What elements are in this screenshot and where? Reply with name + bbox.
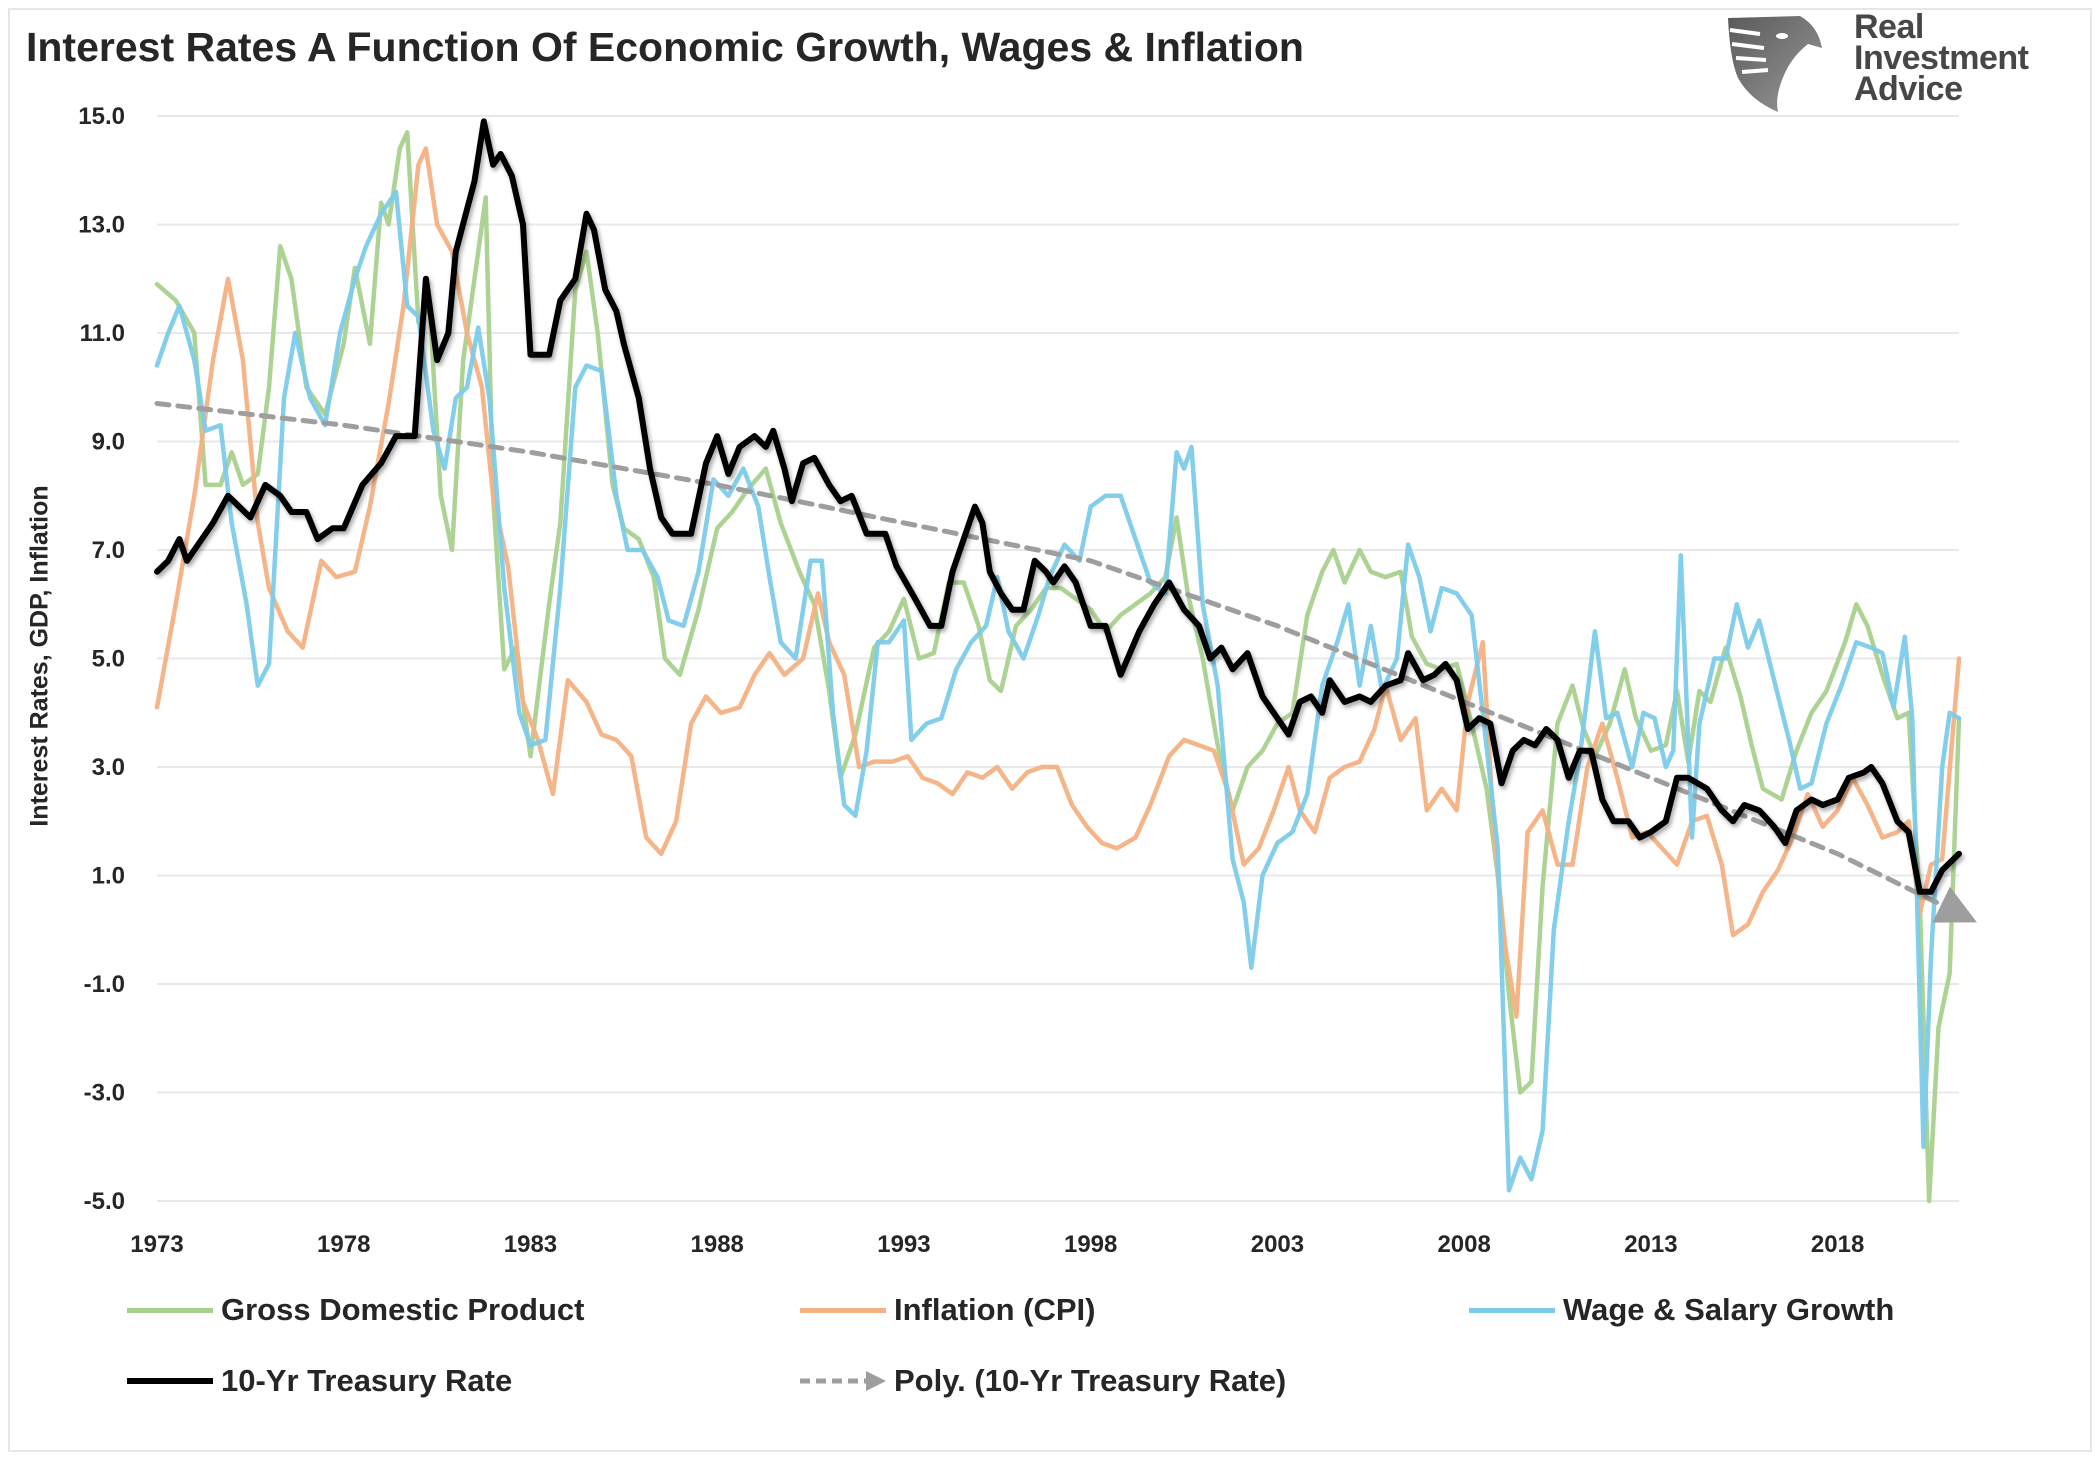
x-tick-labels: 1973 1978 1983 1988 1993 1998 2003 2008 2013 2018 xyxy=(130,1231,1864,1258)
series-line-wage-salary-growth xyxy=(154,189,1962,1193)
x-tick-label: 2003 xyxy=(1251,1231,1304,1258)
series-lines xyxy=(154,118,1977,1204)
gridlines xyxy=(157,115,1959,1202)
x-tick-label: 1993 xyxy=(877,1231,930,1258)
legend-item-cpi: Inflation (CPI) xyxy=(800,1292,1095,1328)
legend-item-poly-trend: Poly. (10-Yr Treasury Rate) xyxy=(800,1363,1286,1399)
chart-title: Interest Rates A Function Of Economic Gr… xyxy=(26,24,1304,70)
legend-label-wage: Wage & Salary Growth xyxy=(1563,1292,1895,1327)
logo-text: Real Investment Advice xyxy=(1854,8,2029,108)
legend-label-cpi: Inflation (CPI) xyxy=(894,1292,1096,1327)
x-tick-label: 1978 xyxy=(317,1231,370,1258)
x-tick-label: 1983 xyxy=(504,1231,557,1258)
y-tick-label: 3.0 xyxy=(92,754,125,781)
x-tick-label: 2008 xyxy=(1437,1231,1490,1258)
x-tick-label: 2013 xyxy=(1624,1231,1677,1258)
y-tick-label: 15.0 xyxy=(78,103,125,130)
y-tick-label: -1.0 xyxy=(84,971,125,998)
x-tick-label: 1998 xyxy=(1064,1231,1117,1258)
chart-frame xyxy=(8,8,2092,1452)
legend-label-gdp: Gross Domestic Product xyxy=(221,1292,585,1327)
y-tick-label: 1.0 xyxy=(92,863,125,890)
x-tick-label: 1988 xyxy=(691,1231,744,1258)
logo-line-1: Real xyxy=(1854,8,1924,46)
y-tick-label: -3.0 xyxy=(84,1080,125,1107)
legend-swatch-poly-trend xyxy=(800,1371,886,1391)
legend-swatch-treasury xyxy=(127,1378,213,1384)
y-tick-label: 7.0 xyxy=(92,537,125,564)
y-tick-label: 13.0 xyxy=(78,212,125,239)
logo-line-3: Advice xyxy=(1854,70,1963,108)
y-tick-label: 11.0 xyxy=(80,320,125,347)
y-tick-label: -5.0 xyxy=(84,1188,125,1215)
series-line-10-yr-treasury-rate xyxy=(154,118,1962,895)
legend-swatch-cpi xyxy=(800,1307,886,1313)
x-tick-label: 2018 xyxy=(1811,1231,1864,1258)
y-tick-labels: 15.0 13.0 11.0 9.0 7.0 5.0 3.0 1.0 -1.0 -3.0 -5.0 xyxy=(78,103,125,1215)
logo-line-2: Investment xyxy=(1854,39,2029,77)
legend-swatch-wage xyxy=(1469,1307,1555,1313)
legend-item-wage: Wage & Salary Growth xyxy=(1469,1292,1894,1328)
series-line-poly-10-yr-treasury-rate xyxy=(154,401,1977,923)
eagle-shield-icon xyxy=(1728,16,1822,112)
y-tick-label: 9.0 xyxy=(92,429,125,456)
logo: Real Investment Advice xyxy=(1720,8,2060,118)
legend-item-treasury: 10-Yr Treasury Rate xyxy=(127,1363,512,1399)
x-tick-label: 1973 xyxy=(130,1231,183,1258)
legend-item-gdp: Gross Domestic Product xyxy=(127,1292,584,1328)
y-tick-label: 5.0 xyxy=(92,646,125,673)
legend-label-poly-trend: Poly. (10-Yr Treasury Rate) xyxy=(894,1363,1287,1398)
legend-swatch-gdp xyxy=(127,1307,213,1313)
legend-label-treasury: 10-Yr Treasury Rate xyxy=(221,1363,513,1398)
